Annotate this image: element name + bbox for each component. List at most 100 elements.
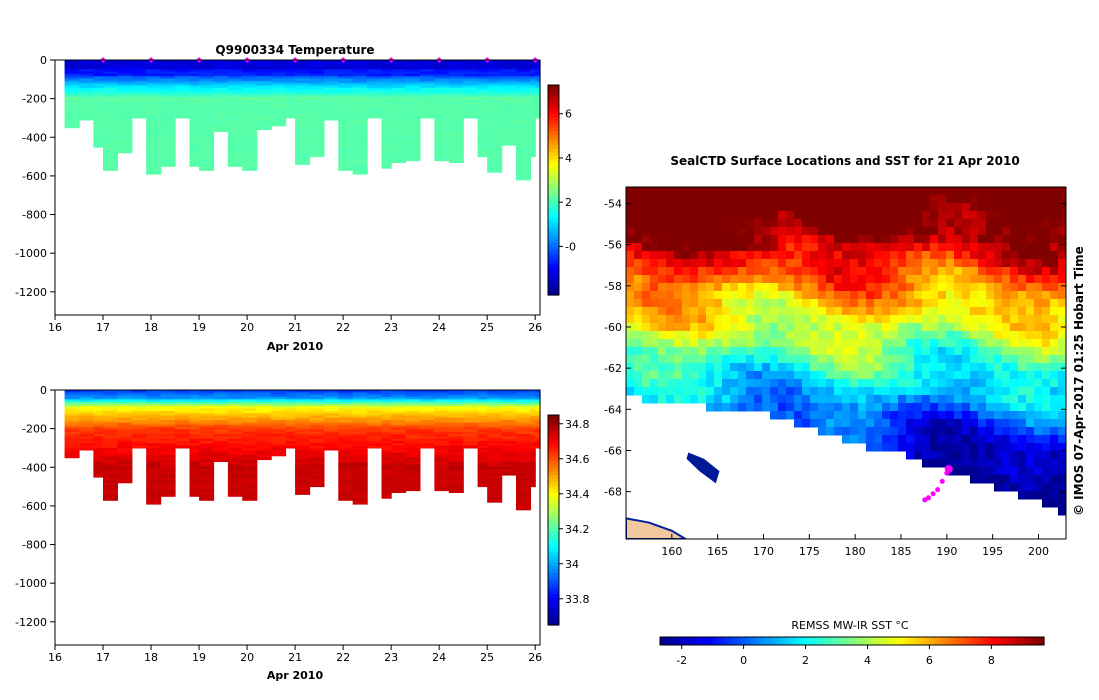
profile-cell [160, 399, 176, 403]
map-colorbar-swatch [856, 637, 863, 645]
profile-cell [213, 452, 229, 456]
sst-cell [722, 307, 731, 316]
profile-cell [405, 390, 421, 393]
profile-cell [420, 83, 435, 87]
sst-cell [882, 355, 891, 364]
profile-cell [352, 76, 368, 80]
profile-cell [420, 438, 435, 442]
profile-cell [103, 489, 118, 493]
profile-cell [434, 452, 450, 456]
profile-cell [463, 422, 479, 426]
sst-cell [890, 395, 899, 404]
profile-cell [295, 478, 311, 481]
sst-cell [914, 323, 923, 332]
sst-cell [722, 283, 731, 292]
profile-cell [516, 73, 531, 77]
sst-cell [1050, 459, 1059, 468]
map-y-tick-label: -58 [604, 280, 622, 293]
profile-cell [199, 76, 215, 80]
profile-cell [381, 461, 392, 465]
profile-column [64, 60, 80, 129]
profile-cell [530, 466, 536, 470]
profile-cell [352, 69, 368, 73]
profile-cell [530, 408, 536, 412]
profile-cell [463, 83, 479, 87]
sst-cell [1050, 323, 1059, 332]
sst-cell [818, 323, 827, 332]
profile-cell [530, 64, 536, 68]
sst-cell [818, 371, 827, 380]
sst-cell [650, 243, 659, 252]
profile-cell [516, 145, 531, 149]
profile-cell [405, 122, 421, 126]
profile-cell [146, 80, 162, 84]
sst-cell [642, 283, 651, 292]
profile-cell [93, 73, 104, 77]
sst-cell [714, 259, 723, 268]
sst-cell [938, 291, 947, 300]
profile-cell [160, 145, 176, 149]
profile-cell [391, 420, 407, 423]
sst-cell [698, 363, 707, 372]
profile-cell [256, 118, 272, 121]
profile-column [189, 60, 200, 167]
profile-cell [103, 159, 118, 163]
profile-cell [309, 87, 325, 91]
sst-cell [1002, 475, 1011, 484]
profile-cell [93, 83, 104, 87]
profile-cell [160, 78, 176, 82]
sst-cell [658, 227, 667, 236]
profile-cell [189, 399, 200, 403]
profile-cell [175, 62, 190, 66]
sst-cell [826, 307, 835, 316]
sst-cell [794, 259, 803, 268]
profile-cell [146, 420, 162, 423]
sst-cell [1058, 203, 1066, 212]
profile-cell [256, 85, 272, 89]
sst-cell [994, 195, 1003, 204]
profile-cell [64, 392, 80, 396]
profile-cell [64, 85, 80, 89]
profile-cell [391, 415, 407, 419]
profile-column [323, 390, 339, 451]
profile-cell [117, 131, 133, 135]
sst-cell [866, 435, 875, 444]
colorbar-tick-label: 34.8 [565, 418, 590, 431]
sst-cell [1034, 195, 1043, 204]
profile-cell [405, 413, 421, 417]
sst-cell [866, 323, 875, 332]
sst-cell [954, 251, 963, 260]
sst-cell [1010, 443, 1019, 452]
profile-cell [405, 487, 421, 491]
colorbar-swatch [548, 614, 559, 619]
profile-cell [271, 443, 287, 447]
sst-cell [1058, 315, 1066, 324]
profile-cell [93, 106, 104, 110]
profile-cell [434, 441, 450, 444]
sst-cell [674, 387, 683, 396]
profile-cell [189, 471, 200, 474]
sst-cell [786, 259, 795, 268]
profile-cell [117, 443, 133, 447]
sst-cell [810, 411, 819, 420]
sst-cell [914, 203, 923, 212]
sst-cell [970, 379, 979, 388]
profile-cell [103, 99, 118, 103]
sst-cell [906, 355, 915, 364]
profile-cell [79, 92, 94, 96]
sst-cell [634, 195, 643, 204]
sst-cell [1050, 371, 1059, 380]
profile-cell [477, 113, 488, 117]
profile-cell [160, 90, 176, 93]
profile-cell [309, 104, 325, 107]
profile-cell [199, 64, 215, 68]
sst-cell [706, 291, 715, 300]
profile-cell [199, 92, 215, 96]
sst-cell [898, 331, 907, 340]
profile-cell [434, 101, 450, 105]
profile-cell [271, 445, 287, 449]
sst-cell [858, 419, 867, 428]
sst-cell [770, 267, 779, 276]
profile-cell [434, 466, 450, 470]
profile-cell [271, 399, 287, 403]
